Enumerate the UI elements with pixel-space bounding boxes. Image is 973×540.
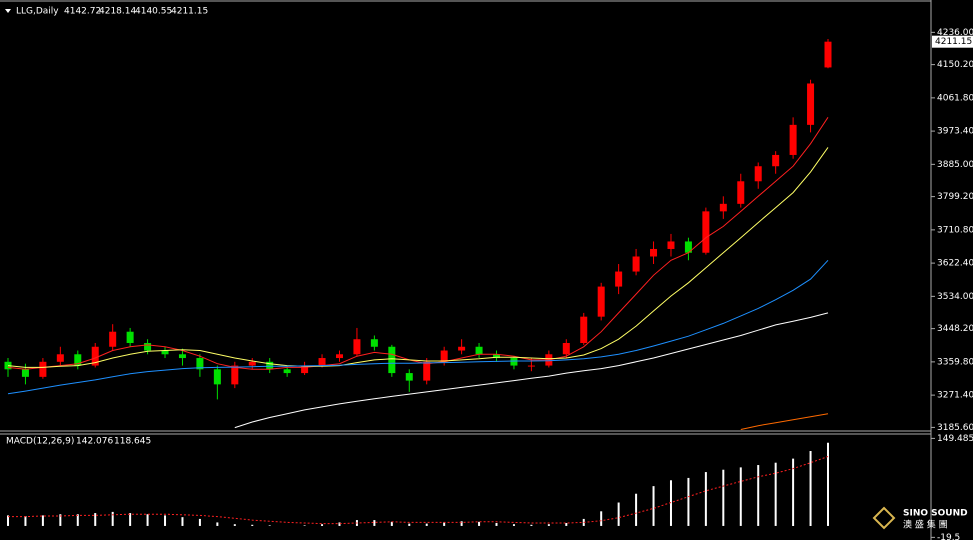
chart-title: LLG,Daily [16, 7, 59, 17]
candle-body [580, 316, 588, 343]
candle-body [144, 342, 152, 351]
candle-body [56, 354, 64, 362]
signal-line [8, 456, 829, 525]
candle-body [737, 181, 745, 204]
y-tick-label: 3885.00 [937, 160, 973, 170]
menu-arrow[interactable] [5, 9, 11, 13]
y-tick-label: 3448.20 [937, 324, 973, 334]
y-tick-label: 3622.40 [937, 259, 973, 269]
moving-average [7, 117, 829, 370]
candle-body [4, 361, 12, 370]
candle-body [562, 342, 570, 355]
candle-body [283, 369, 291, 374]
y-tick-label: 3710.80 [937, 225, 973, 235]
candle-body [213, 369, 221, 385]
candle-body [161, 350, 169, 355]
candle-body [493, 354, 501, 359]
candle-body [196, 358, 204, 370]
candle-body [178, 354, 186, 359]
candle-body [789, 124, 797, 155]
candle-body [126, 331, 134, 343]
candle-body [248, 361, 256, 366]
candle-body [597, 286, 605, 317]
candle-body [527, 365, 535, 367]
y-tick-label: 3271.40 [937, 391, 973, 401]
candle-body [266, 361, 274, 370]
ohlc-high: 4218.14 [99, 7, 136, 17]
y-tick-label: 3799.20 [937, 192, 973, 202]
moving-average [7, 147, 829, 368]
candle-body [458, 346, 466, 351]
candle-body [650, 248, 658, 257]
candle-body [318, 358, 326, 366]
candle-body [772, 154, 780, 167]
candle-body [702, 211, 710, 253]
y-tick-label: -19.5 [937, 533, 960, 540]
candle-body [423, 361, 431, 381]
y-tick-label: 3185.60 [937, 423, 973, 433]
candle-body [335, 354, 343, 359]
ohlc-low: 4140.55 [135, 7, 172, 17]
candle-body [510, 358, 518, 366]
candle-body [719, 203, 727, 212]
moving-average [740, 413, 829, 430]
candle-body [21, 369, 29, 377]
y-tick-label: 3359.80 [937, 357, 973, 367]
macd-value: 142.076 [76, 437, 113, 447]
ohlc-open: 4142.72 [64, 7, 101, 17]
y-tick-label: 4150.20 [937, 60, 973, 70]
y-tick-label: 4236.00 [937, 28, 973, 38]
candle-body [440, 350, 448, 362]
candle-body [632, 256, 640, 272]
y-tick-label: 3534.00 [937, 292, 973, 302]
candle-body [684, 241, 692, 253]
candle-body [91, 346, 99, 366]
candle-body [475, 346, 483, 355]
candle-body [754, 166, 762, 182]
signal-value: 118.645 [114, 437, 151, 447]
logo-chinese: 澳 盛 集 團 [903, 519, 948, 531]
candle-body [667, 241, 675, 249]
logo: SINO SOUND 澳 盛 集 團 [872, 506, 968, 531]
candle-body [231, 365, 239, 385]
candle-body [301, 365, 309, 374]
candle-body [824, 41, 832, 68]
macd-title: MACD(12,26,9) [6, 437, 74, 447]
logo-icon [872, 506, 896, 530]
candle-body [615, 271, 623, 287]
price-tag [932, 35, 973, 48]
candle-body [109, 331, 117, 347]
candle-body [807, 83, 815, 125]
y-tick-label: 3973.40 [937, 127, 973, 137]
candle-body [353, 339, 361, 355]
candle-body [39, 361, 47, 377]
y-tick-label: 149.485 [937, 434, 973, 444]
price-tag-label: 4211.15 [935, 37, 972, 47]
candle-body [370, 339, 378, 347]
moving-average [7, 259, 829, 395]
candle-body [388, 346, 396, 374]
logo-name: SINO SOUND [903, 509, 968, 519]
moving-average [234, 312, 829, 429]
ohlc-close: 4211.15 [171, 7, 208, 17]
candle-body [405, 373, 413, 381]
y-tick-label: 4061.80 [937, 93, 973, 103]
candle-body [74, 354, 82, 366]
